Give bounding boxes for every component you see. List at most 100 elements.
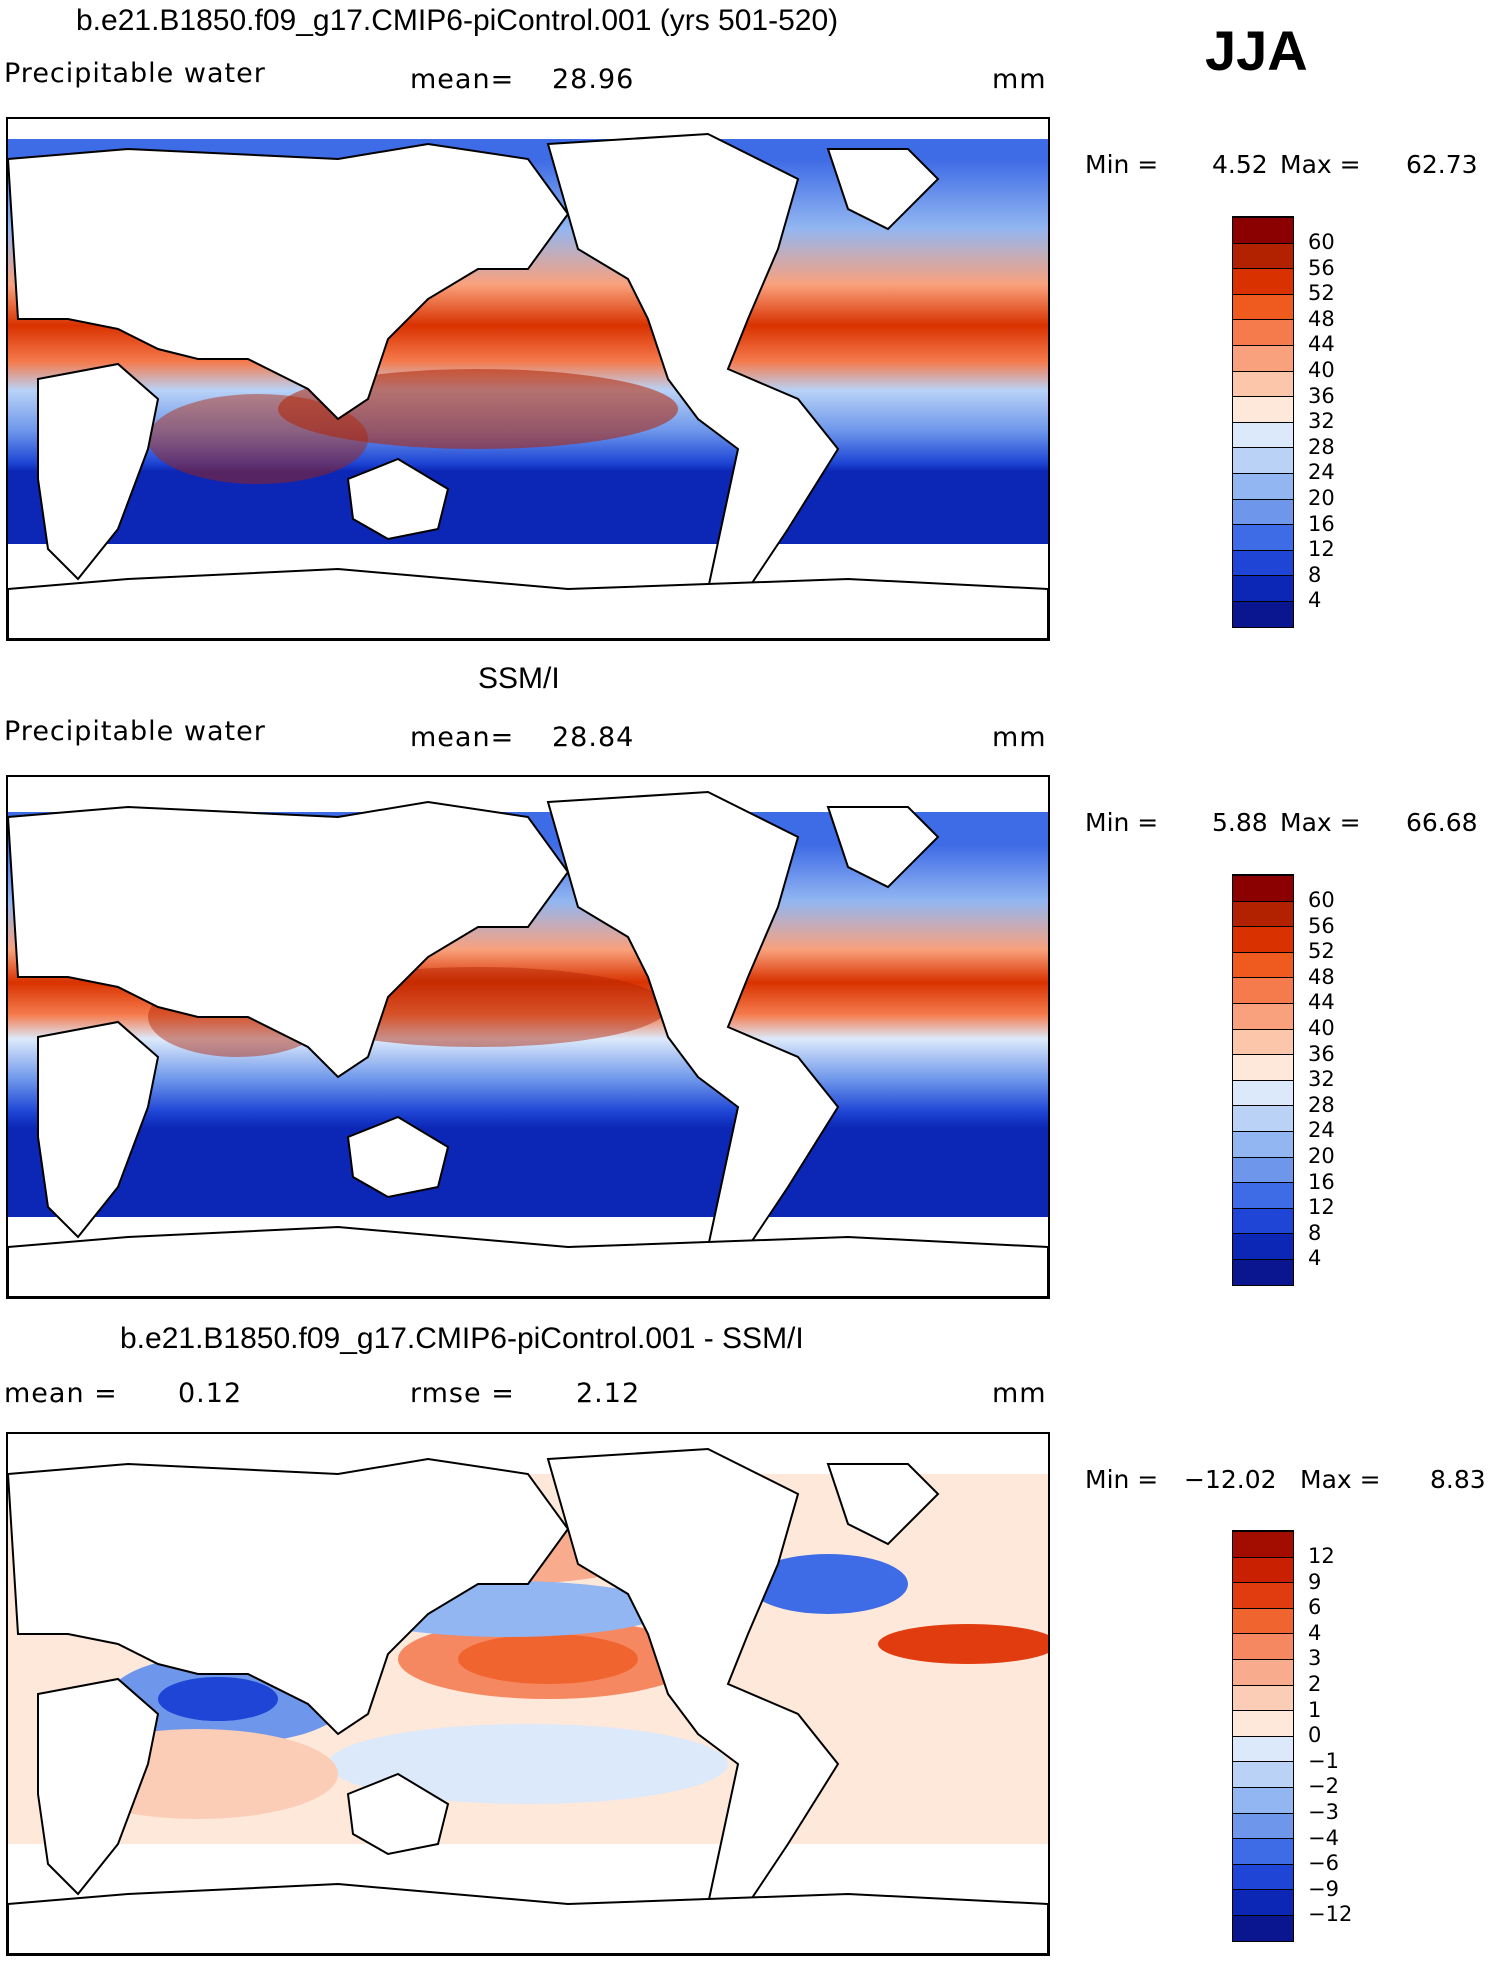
colorbar-tick-label: −12 [1308,1902,1353,1926]
colorbar-box [1233,1787,1293,1813]
colorbar-tick-label: −3 [1308,1800,1339,1824]
colorbar-box [1233,1812,1293,1839]
colorbar-tick-label: 36 [1308,1042,1335,1066]
colorbar-tick-label: 2 [1308,1672,1322,1696]
panel-1-colorbar [1232,216,1294,628]
colorbar-box [1233,1735,1293,1762]
colorbar-tick-label: 36 [1308,384,1335,408]
colorbar-tick-label: −6 [1308,1851,1339,1875]
panel-2-title: SSM/I [478,662,560,695]
panel-2-units: mm [992,722,1047,753]
panel-1-units: mm [992,64,1047,95]
colorbar-tick-label: 4 [1308,588,1322,612]
colorbar-tick-label: 20 [1308,486,1335,510]
colorbar-box [1233,1003,1293,1029]
colorbar-box [1233,1915,1293,1941]
panel-2-mean-value: 28.84 [552,722,635,753]
colorbar-box [1233,1105,1293,1131]
panel-1-mean-value: 28.96 [552,64,635,95]
colorbar-tick-label: 12 [1308,537,1335,561]
panel-3-land [8,1447,1048,1954]
colorbar-box [1233,217,1293,243]
colorbar-box [1233,1633,1293,1659]
colorbar-box [1233,1838,1293,1864]
colorbar-box [1233,524,1293,550]
colorbar-box [1233,370,1293,397]
colorbar-box [1233,601,1293,627]
panel-3-max-value: 8.83 [1430,1465,1486,1494]
colorbar-box [1233,1259,1293,1285]
panel-2-colorbar [1232,874,1294,1286]
colorbar-box [1233,242,1293,269]
colorbar-box [1233,293,1293,320]
colorbar-box [1233,396,1293,422]
colorbar-box [1233,549,1293,576]
colorbar-tick-label: 32 [1308,409,1335,433]
colorbar-box [1233,1659,1293,1685]
panel-3-mean-label: mean = [4,1378,118,1409]
colorbar-box [1233,1889,1293,1915]
colorbar-box [1233,1207,1293,1234]
panel-3-title: b.e21.B1850.f09_g17.CMIP6-piControl.001 … [120,1322,804,1355]
colorbar-tick-label: 16 [1308,1170,1335,1194]
panel-1-title: b.e21.B1850.f09_g17.CMIP6-piControl.001 … [76,4,839,37]
colorbar-box [1233,1761,1293,1787]
panel-1-max-value: 62.73 [1406,150,1478,179]
colorbar-tick-label: −2 [1308,1774,1339,1798]
panel-2-map [6,775,1050,1299]
colorbar-tick-label: 24 [1308,460,1335,484]
colorbar-box [1233,1531,1293,1557]
colorbar-tick-label: 60 [1308,230,1335,254]
season-label: JJA [1205,19,1308,82]
colorbar-tick-label: 3 [1308,1646,1322,1670]
colorbar-box [1233,1131,1293,1157]
colorbar-box [1233,1582,1293,1608]
panel-1-map [6,117,1050,641]
panel-3-mean-value: 0.12 [178,1378,243,1409]
colorbar-tick-label: 8 [1308,563,1322,587]
panel-3-min-label: Min = [1085,1465,1159,1494]
panel-1-max-label: Max = [1280,150,1361,179]
colorbar-tick-label: 1 [1308,1698,1322,1722]
colorbar-tick-label: 56 [1308,914,1335,938]
colorbar-box [1233,575,1293,601]
colorbar-tick-label: 60 [1308,888,1335,912]
colorbar-box [1233,268,1293,294]
colorbar-box [1233,1028,1293,1055]
panel-2-mean-label: mean= [410,722,515,753]
colorbar-box [1233,1863,1293,1890]
colorbar-tick-label: 9 [1308,1570,1322,1594]
colorbar-box [1233,1233,1293,1259]
panel-2-min-label: Min = [1085,808,1159,837]
colorbar-box [1233,1156,1293,1183]
colorbar-tick-label: 16 [1308,512,1335,536]
colorbar-tick-label: 12 [1308,1195,1335,1219]
colorbar-tick-label: 52 [1308,939,1335,963]
panel-3-max-label: Max = [1300,1465,1381,1494]
colorbar-tick-label: 44 [1308,990,1335,1014]
colorbar-tick-label: 40 [1308,1016,1335,1040]
colorbar-box [1233,1054,1293,1080]
panel-3-rmse-value: 2.12 [576,1378,641,1409]
panel-1-min-value: 4.52 [1212,150,1268,179]
colorbar-box [1233,1607,1293,1634]
colorbar-tick-label: 8 [1308,1221,1322,1245]
colorbar-tick-label: 44 [1308,332,1335,356]
panel-3-map [6,1432,1050,1956]
colorbar-tick-label: 24 [1308,1118,1335,1142]
colorbar-box [1233,447,1293,473]
panel-3-rmse-label: rmse = [410,1378,515,1409]
colorbar-tick-label: 32 [1308,1067,1335,1091]
colorbar-box [1233,951,1293,978]
panel-1-min-label: Min = [1085,150,1159,179]
panel-3-units: mm [992,1378,1047,1409]
panel-2-max-value: 66.68 [1406,808,1478,837]
colorbar-tick-label: 6 [1308,1595,1322,1619]
colorbar-box [1233,1710,1293,1736]
colorbar-box [1233,926,1293,952]
colorbar-box [1233,421,1293,448]
colorbar-tick-label: 4 [1308,1621,1322,1645]
panel-2-max-label: Max = [1280,808,1361,837]
colorbar-tick-label: −1 [1308,1749,1339,1773]
colorbar-tick-label: 28 [1308,1093,1335,1117]
